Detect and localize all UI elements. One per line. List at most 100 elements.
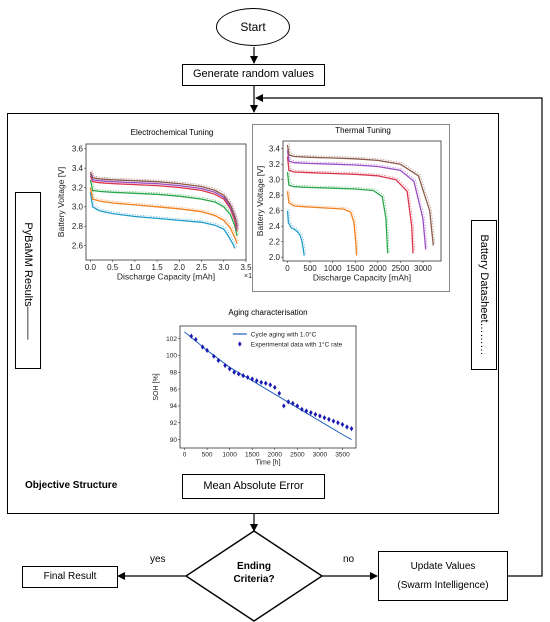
x-tick-label: 1500	[346, 264, 364, 273]
data-point	[200, 344, 205, 350]
legend-entry: Cycle aging with 1.0°C	[251, 330, 317, 338]
series-1-line	[89, 187, 238, 244]
y-tick-label: 98	[170, 370, 178, 377]
data-point	[336, 420, 340, 426]
series-0-line	[184, 331, 352, 441]
x-tick-label: 2.0	[174, 263, 186, 272]
data-point	[309, 410, 313, 416]
series-2-line	[286, 171, 389, 254]
x-tick-label: 0.5	[107, 263, 119, 272]
y-tick-label: 102	[166, 336, 177, 343]
x-tick-label: 3.0	[218, 263, 230, 272]
series-0-experimental	[288, 209, 307, 255]
x-tick-label: 500	[303, 264, 317, 273]
data-point	[313, 411, 318, 417]
series-1-line	[286, 191, 358, 256]
x-axis-label: Discharge Capacity [mAh]	[313, 273, 411, 283]
legend-marker	[238, 341, 242, 347]
y-tick-label: 3.4	[72, 164, 84, 173]
series-2-line	[89, 179, 238, 236]
update-line1: Update Values	[410, 561, 476, 572]
data-point	[295, 403, 300, 409]
y-tick-label: 2.8	[269, 191, 281, 200]
series-0-line	[286, 210, 305, 256]
x-multiplier-label: ×10³	[244, 273, 259, 280]
y-tick-label: 94	[170, 403, 178, 410]
generate-label: Generate random values	[192, 68, 315, 81]
data-point	[263, 380, 268, 386]
series-3-experimental	[288, 154, 415, 252]
y-tick-label: 2.8	[72, 222, 84, 231]
x-tick-label: 1000	[222, 452, 237, 459]
mean-absolute-error-box: Mean Absolute Error	[182, 474, 325, 499]
y-tick-label: 3.6	[72, 145, 84, 154]
objective-structure-label: Objective Structure	[25, 480, 118, 491]
series-0-experimental	[91, 190, 237, 248]
data-point	[331, 418, 336, 424]
y-axis-label: SOH [%]	[153, 373, 160, 400]
x-tick-label: 1500	[245, 452, 260, 459]
y-tick-label: 2.4	[269, 222, 281, 231]
data-point	[281, 403, 286, 409]
series-5-experimental	[288, 143, 436, 245]
start-node: Start	[216, 8, 290, 46]
legend-entry: Experimental data with 1°C rate	[251, 340, 343, 348]
y-tick-label: 92	[170, 420, 178, 427]
chart-title: Aging characterisation	[228, 308, 308, 317]
y-tick-label: 96	[170, 386, 178, 393]
y-tick-label: 90	[170, 437, 178, 444]
series-5-line	[286, 144, 434, 246]
y-tick-label: 3.0	[269, 176, 281, 185]
plot-area	[282, 140, 442, 262]
data-point	[250, 376, 255, 382]
x-tick-label: 1.0	[129, 263, 141, 272]
arrow-feedback-loop	[255, 94, 543, 577]
generate-random-values-box: Generate random values	[182, 64, 325, 86]
datasheet-label: Battery Datasheet………	[478, 234, 490, 356]
y-tick-label: 2.6	[72, 241, 84, 250]
ending-line1: Ending	[237, 561, 271, 572]
y-tick-label: 3.4	[269, 145, 281, 154]
update-values-box: Update Values (Swarm Intelligence)	[378, 551, 508, 601]
y-tick-label: 2.0	[269, 253, 281, 262]
y-tick-label: 2.2	[269, 237, 281, 246]
data-point	[345, 424, 349, 430]
ending-line2: Criteria?	[233, 574, 275, 585]
pybamm-label: PyBaMM Results———	[22, 221, 34, 340]
x-tick-label: 3500	[335, 452, 350, 459]
y-tick-label: 3.2	[269, 160, 281, 169]
series-4-line	[286, 150, 427, 250]
series-4-experimental	[288, 148, 428, 248]
y-axis-label: Battery Voltage [V]	[255, 166, 265, 236]
x-tick-label: 2500	[290, 452, 305, 459]
x-tick-label: 500	[202, 452, 213, 459]
series-4-line	[89, 173, 238, 229]
yes-label: yes	[150, 554, 166, 565]
decision-diamond	[184, 530, 324, 622]
battery-datasheet-box: Battery Datasheet………	[471, 220, 497, 370]
data-point	[291, 400, 295, 407]
data-point	[286, 399, 291, 405]
y-axis-label: Battery Voltage [V]	[56, 167, 66, 237]
series-3-line	[89, 175, 238, 232]
series-1-experimental	[288, 189, 359, 255]
data-point	[340, 421, 345, 428]
series-3-line	[286, 156, 414, 254]
x-tick-label: 0	[183, 452, 187, 459]
x-tick-label: 3000	[414, 264, 432, 273]
y-tick-label: 2.6	[269, 206, 281, 215]
thermal-chart: Thermal Tuning 0 500 1000 1500 2000 2500 3000 2…	[252, 124, 450, 292]
objective-structure-container	[7, 113, 499, 514]
plot-area	[85, 143, 247, 261]
y-tick-label: 3.2	[72, 183, 84, 192]
no-label: no	[343, 554, 355, 565]
ending-criteria-label: Ending Criteria?	[206, 560, 302, 586]
y-tick-label: 3.0	[72, 203, 84, 212]
data-point	[189, 333, 194, 339]
x-tick-label: 1.5	[152, 263, 164, 272]
x-tick-label: 2500	[391, 264, 409, 273]
data-point	[236, 371, 241, 377]
x-tick-label: 2000	[268, 452, 283, 459]
pybamm-results-box: PyBaMM Results———	[15, 192, 41, 369]
